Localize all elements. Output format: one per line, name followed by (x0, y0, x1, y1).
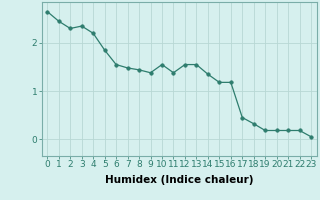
X-axis label: Humidex (Indice chaleur): Humidex (Indice chaleur) (105, 175, 253, 185)
